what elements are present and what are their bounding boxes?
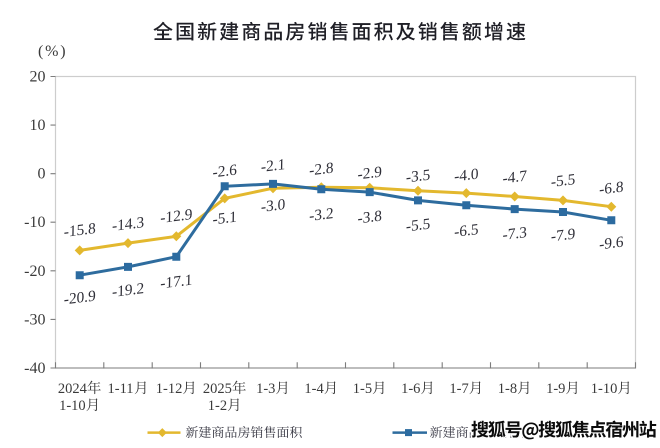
svg-text:10: 10 [30,117,46,134]
svg-text:1-2: 1-2 [208,398,227,414]
svg-text:-12.9: -12.9 [160,206,193,227]
svg-text:-17.1: -17.1 [160,271,192,292]
svg-text:-2.9: -2.9 [357,163,382,183]
svg-text:1-11: 1-11 [108,381,134,397]
svg-text:-3.5: -3.5 [406,166,431,186]
svg-text:-3.2: -3.2 [309,205,334,225]
svg-text:-3.0: -3.0 [261,196,286,216]
svg-text:0: 0 [38,166,46,183]
svg-text:20: 20 [30,69,46,86]
svg-text:-6.8: -6.8 [599,178,624,198]
svg-text:1-8: 1-8 [498,381,517,397]
svg-text:1-10: 1-10 [59,398,86,414]
svg-text:1-12: 1-12 [156,381,183,397]
svg-text:-3.8: -3.8 [357,207,382,227]
svg-text:1-7: 1-7 [449,381,468,397]
svg-text:1-10: 1-10 [591,381,618,397]
svg-text:(%): (%) [38,43,67,60]
svg-text:-4.7: -4.7 [502,167,527,187]
svg-text:1-5: 1-5 [353,381,372,397]
svg-text:-10: -10 [24,214,45,231]
svg-text:-20: -20 [24,263,45,280]
svg-text:-2.6: -2.6 [212,161,237,181]
svg-text:-7.3: -7.3 [502,224,527,244]
svg-text:-9.6: -9.6 [599,233,624,253]
svg-text:1-9: 1-9 [546,381,565,397]
svg-text:-7.9: -7.9 [551,225,576,245]
svg-text:-5.1: -5.1 [212,208,237,228]
svg-text:2024: 2024 [58,381,88,397]
svg-text:-15.8: -15.8 [64,220,97,241]
svg-text:1-4: 1-4 [304,381,324,397]
svg-text:-40: -40 [24,360,45,377]
svg-text:-2.1: -2.1 [261,156,286,176]
svg-text:-20.9: -20.9 [64,287,97,308]
svg-text:-30: -30 [24,311,45,328]
svg-text:-4.0: -4.0 [454,165,479,185]
svg-text:-14.3: -14.3 [112,214,145,235]
svg-text:2025: 2025 [203,381,232,397]
svg-text:-5.5: -5.5 [406,215,431,235]
svg-text:-19.2: -19.2 [112,280,144,301]
svg-text:-6.5: -6.5 [454,221,479,241]
svg-text:1-3: 1-3 [256,381,275,397]
svg-text:-2.8: -2.8 [309,159,334,179]
svg-text:1-6: 1-6 [401,381,420,397]
svg-text:-5.5: -5.5 [551,171,576,191]
